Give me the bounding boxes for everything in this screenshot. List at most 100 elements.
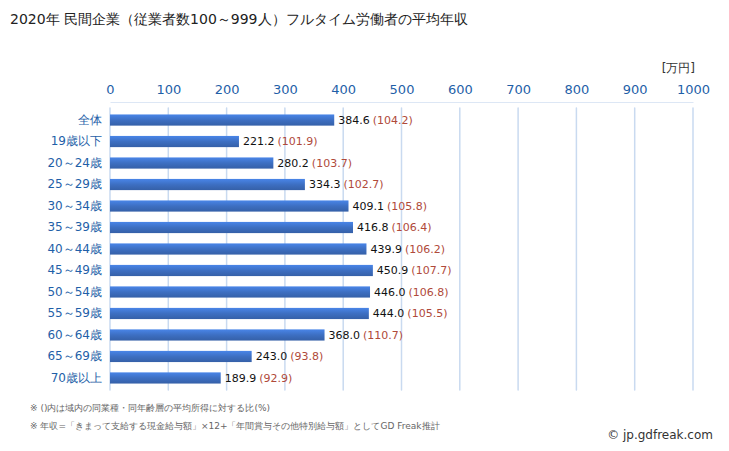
data-label: 384.6	[338, 114, 370, 127]
ratio-label: (110.7)	[363, 329, 403, 342]
category-label: 全体	[78, 113, 102, 127]
tick: 65～69歳	[47, 349, 110, 363]
bar	[110, 157, 273, 168]
category-label: 20～24歳	[47, 156, 102, 170]
bars	[110, 114, 373, 383]
ratio-label: (103.7)	[312, 157, 352, 170]
chart: 2020年 民間企業（従業者数100～999人）フルタイム労働者の平均年収 [万円…	[0, 0, 729, 451]
ratio-label: (105.8)	[387, 200, 427, 213]
ratio-label: (107.7)	[411, 264, 451, 277]
data-label: 416.8	[357, 221, 389, 234]
category-label: 19歳以下	[51, 134, 102, 148]
ratio-label: (102.7)	[343, 178, 383, 191]
bar	[110, 243, 366, 254]
tick: 800	[564, 82, 589, 102]
tick-label: 900	[623, 82, 648, 97]
category-label: 35～39歳	[47, 220, 102, 234]
tick: 20～24歳	[47, 156, 110, 170]
tick: 70歳以上	[51, 371, 110, 385]
tick-label: 600	[448, 82, 473, 97]
tick-label: 200	[215, 82, 240, 97]
bar	[110, 308, 369, 319]
data-label: 280.2	[277, 157, 309, 170]
category-label: 60～64歳	[47, 328, 102, 342]
unit-label: [万円]	[662, 61, 695, 75]
tick: 50～54歳	[47, 285, 110, 299]
category-label: 30～34歳	[47, 199, 102, 213]
tick-label: 100	[156, 82, 181, 97]
tick: 全体	[78, 113, 110, 127]
ratio-label: (105.5)	[407, 307, 447, 320]
data-label: 444.0	[373, 307, 405, 320]
category-label: 50～54歳	[47, 285, 102, 299]
grid-line	[576, 108, 578, 390]
grid-line	[517, 108, 519, 390]
ratio-label: (104.2)	[373, 114, 413, 127]
tick: 300	[273, 82, 298, 102]
bar	[110, 179, 305, 190]
ratio-label: (93.8)	[290, 350, 323, 363]
grid-line	[459, 108, 461, 390]
y-axis: 全体 19歳以下 20～24歳 25～29歳 30～34歳 35～39歳 40～44歳 45～…	[47, 113, 110, 385]
tick: 60～64歳	[47, 328, 110, 342]
grid-line	[634, 108, 636, 390]
data-label: 446.0	[374, 286, 406, 299]
bar	[110, 200, 349, 211]
data-label: 409.1	[353, 200, 385, 213]
tick: 1000	[677, 82, 710, 102]
grid	[110, 108, 693, 390]
category-label: 55～59歳	[47, 306, 102, 320]
category-label: 45～49歳	[47, 263, 102, 277]
tick: 600	[448, 82, 473, 102]
bar	[110, 114, 334, 125]
tick: 40～44歳	[47, 242, 110, 256]
tick: 30～34歳	[47, 199, 110, 213]
bar	[110, 329, 325, 340]
bar	[110, 265, 373, 276]
tick: 0	[106, 82, 114, 102]
tick-label: 0	[106, 82, 114, 97]
ratio-label: (101.9)	[277, 135, 317, 148]
data-labels: 384.6(104.2) 221.2(101.9) 280.2(103.7) 334.…	[225, 114, 452, 385]
data-label: 189.9	[225, 372, 257, 385]
data-label: 334.3	[309, 178, 341, 191]
tick: 55～59歳	[47, 306, 110, 320]
bar	[110, 286, 370, 297]
grid-line	[692, 108, 694, 390]
category-label: 70歳以上	[51, 371, 102, 385]
category-label: 25～29歳	[47, 177, 102, 191]
tick: 500	[390, 82, 415, 102]
tick-label: 400	[331, 82, 356, 97]
tick-label: 300	[273, 82, 298, 97]
ratio-label: (106.4)	[391, 221, 431, 234]
tick: 900	[623, 82, 648, 102]
bar	[110, 372, 221, 383]
tick: 25～29歳	[47, 177, 110, 191]
tick: 400	[331, 82, 356, 102]
ratio-label: (92.9)	[259, 372, 292, 385]
title: 2020年 民間企業（従業者数100～999人）フルタイム労働者の平均年収	[10, 11, 468, 27]
axis-line	[111, 102, 694, 103]
data-label: 221.2	[243, 135, 275, 148]
bar	[110, 136, 239, 147]
data-label: 439.9	[370, 243, 402, 256]
source: © jp.gdfreak.com	[607, 428, 713, 442]
tick: 200	[215, 82, 240, 102]
note: ※ 年収=「きまって支給する現金給与額」×12+「年間賞与その他特別給与額」とし…	[30, 421, 440, 431]
note: ※ ()内は域内の同業種・同年齢層の平均所得に対する比(%)	[30, 403, 270, 413]
bar	[110, 351, 252, 362]
data-label: 243.0	[256, 350, 288, 363]
bar	[110, 222, 353, 233]
tick: 19歳以下	[51, 134, 110, 148]
tick: 45～49歳	[47, 263, 110, 277]
tick-label: 500	[390, 82, 415, 97]
tick: 700	[506, 82, 531, 102]
data-label: 450.9	[377, 264, 409, 277]
category-label: 40～44歳	[47, 242, 102, 256]
tick-label: 800	[564, 82, 589, 97]
tick-label: 700	[506, 82, 531, 97]
tick: 35～39歳	[47, 220, 110, 234]
data-label: 368.0	[329, 329, 361, 342]
tick-label: 1000	[677, 82, 710, 97]
category-label: 65～69歳	[47, 349, 102, 363]
